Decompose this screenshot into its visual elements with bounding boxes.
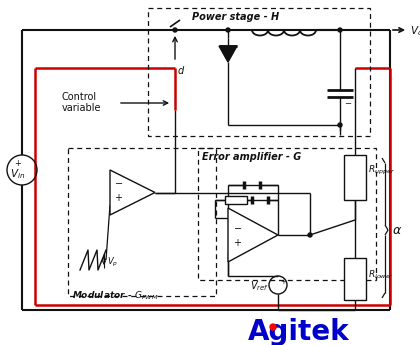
Text: $V_{in}$: $V_{in}$: [10, 167, 25, 181]
Text: $-$: $-$: [344, 97, 352, 106]
Text: variable: variable: [62, 103, 102, 113]
Text: $R_{lower}$: $R_{lower}$: [368, 269, 394, 281]
Polygon shape: [228, 208, 278, 262]
Text: Modulator - $G_{PWM}$: Modulator - $G_{PWM}$: [72, 289, 158, 302]
Text: $V_{out}$: $V_{out}$: [410, 24, 420, 38]
Text: $+$: $+$: [233, 237, 242, 247]
Text: $d$: $d$: [177, 64, 185, 76]
Text: $V_{ref}$: $V_{ref}$: [250, 279, 269, 293]
Text: Power stage - H: Power stage - H: [192, 12, 279, 22]
Text: $R_{upper}$: $R_{upper}$: [368, 164, 395, 177]
Text: +: +: [15, 159, 21, 168]
Text: Control: Control: [62, 92, 97, 102]
Text: $-$: $-$: [233, 222, 242, 232]
Text: $\alpha$: $\alpha$: [392, 224, 402, 237]
Text: $+$: $+$: [114, 192, 123, 203]
Text: $V_p$: $V_p$: [107, 255, 118, 268]
Circle shape: [338, 123, 342, 127]
Circle shape: [173, 28, 177, 32]
Bar: [225, 196, 247, 204]
Bar: [344, 155, 366, 200]
Bar: [198, 148, 376, 280]
Polygon shape: [110, 170, 155, 215]
Text: $+$: $+$: [280, 276, 287, 286]
Polygon shape: [219, 46, 237, 62]
Bar: [148, 8, 370, 136]
Bar: [344, 258, 366, 300]
Text: $-$: $-$: [114, 177, 123, 187]
Text: Agitek: Agitek: [248, 318, 349, 345]
Bar: [68, 148, 216, 296]
Circle shape: [338, 28, 342, 32]
Circle shape: [226, 28, 230, 32]
Circle shape: [308, 233, 312, 237]
Circle shape: [270, 324, 276, 330]
Text: Error amplifier - G: Error amplifier - G: [202, 152, 301, 162]
